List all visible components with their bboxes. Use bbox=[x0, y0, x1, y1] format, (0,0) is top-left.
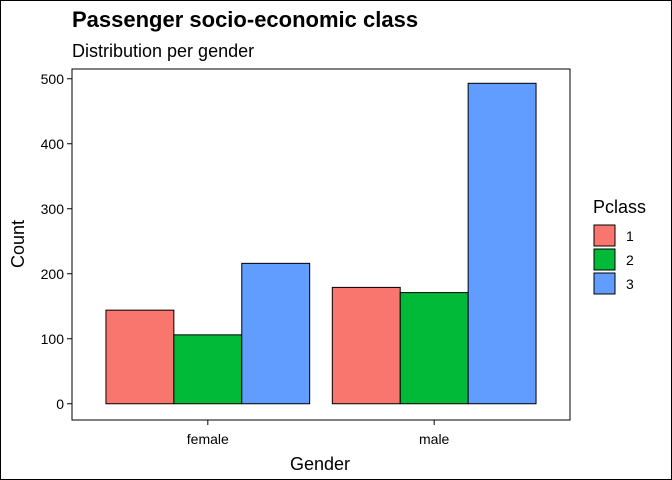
y-tick-label: 100 bbox=[41, 331, 65, 347]
bar-male-pclass-2 bbox=[399, 292, 469, 405]
chart-subtitle: Distribution per gender bbox=[72, 41, 254, 61]
bar-female-pclass-1 bbox=[105, 309, 175, 405]
bar-male-pclass-3 bbox=[467, 82, 537, 405]
bar-female-pclass-2 bbox=[173, 334, 243, 405]
x-axis: female male bbox=[187, 420, 450, 447]
x-tick-label: female bbox=[187, 431, 229, 447]
bar-female-pclass-3 bbox=[241, 262, 311, 405]
bar-male-pclass-1 bbox=[331, 286, 401, 405]
legend: Pclass 1 2 3 bbox=[593, 197, 646, 295]
legend-swatch-3 bbox=[593, 272, 616, 295]
legend-label-3: 3 bbox=[626, 276, 634, 292]
y-axis-label: Count bbox=[8, 220, 28, 268]
y-tick-label: 500 bbox=[41, 71, 65, 87]
x-tick-label: male bbox=[419, 431, 450, 447]
y-tick-label: 300 bbox=[41, 201, 65, 217]
y-axis: 0 100 200 300 400 500 bbox=[41, 71, 72, 412]
legend-label-1: 1 bbox=[626, 228, 634, 244]
y-tick-label: 200 bbox=[41, 266, 65, 282]
x-axis-label: Gender bbox=[290, 454, 350, 474]
legend-label-2: 2 bbox=[626, 252, 634, 268]
legend-swatch-1 bbox=[593, 224, 616, 247]
bars bbox=[105, 82, 537, 405]
y-tick-label: 400 bbox=[41, 136, 65, 152]
legend-title: Pclass bbox=[593, 197, 646, 217]
plot-panel bbox=[71, 68, 571, 421]
y-tick-label: 0 bbox=[56, 396, 64, 412]
chart-title: Passenger socio-economic class bbox=[72, 7, 418, 32]
legend-swatch-2 bbox=[593, 248, 616, 271]
